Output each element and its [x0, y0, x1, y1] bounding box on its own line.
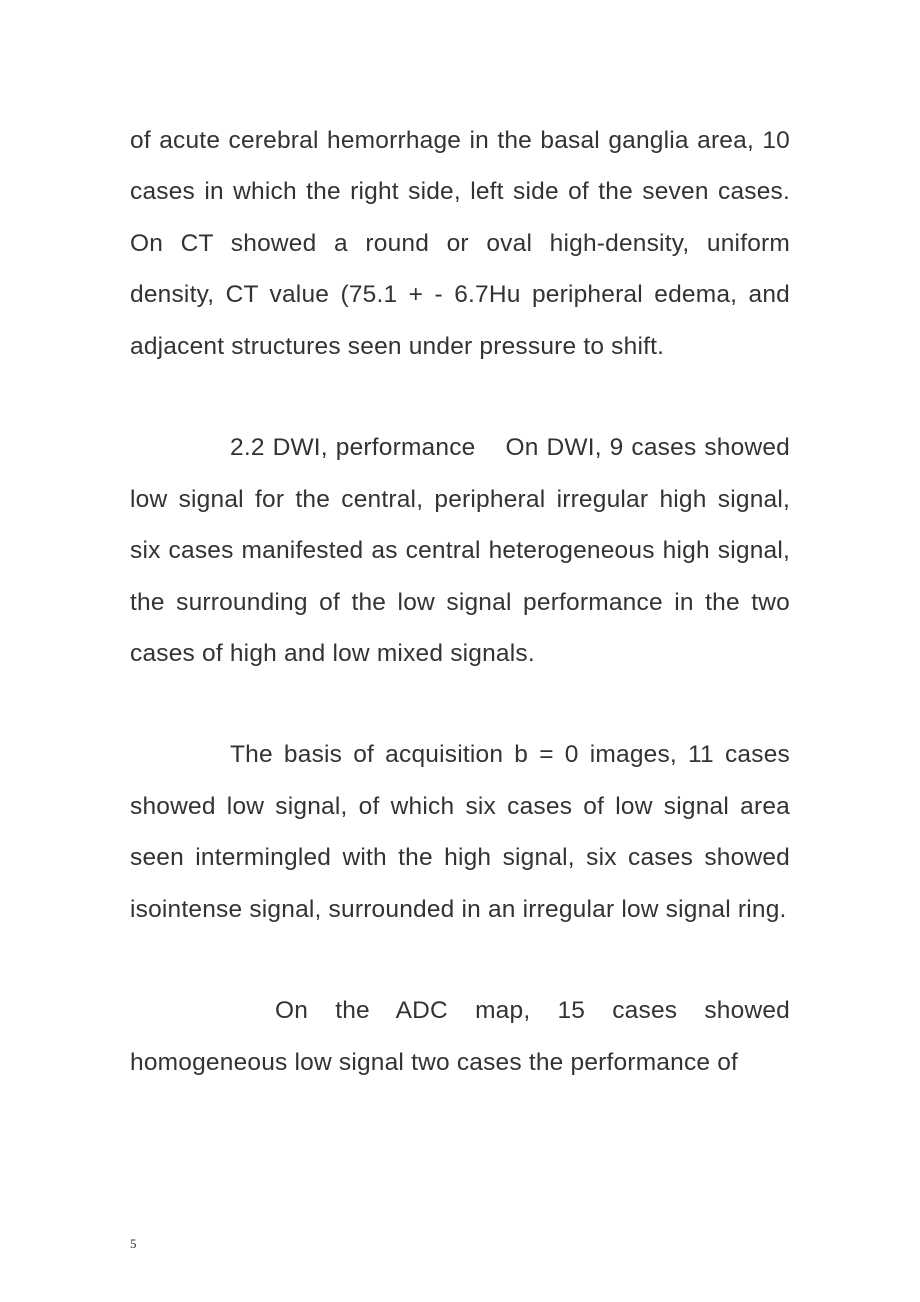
paragraph-1: of acute cerebral hemorrhage in the basa… — [130, 115, 790, 372]
paragraph-2-body: On DWI, 9 cases showed low signal for th… — [130, 434, 790, 667]
section-heading: 2.2 DWI, performance — [230, 434, 475, 461]
paragraph-2: 2.2 DWI, performanceOn DWI, 9 cases show… — [130, 422, 790, 679]
paragraph-4: On the ADC map, 15 cases showed homogene… — [130, 985, 790, 1088]
paragraph-3: The basis of acquisition b = 0 images, 1… — [130, 729, 790, 935]
page-number: 5 — [130, 1236, 137, 1252]
document-page: of acute cerebral hemorrhage in the basa… — [0, 0, 920, 1302]
